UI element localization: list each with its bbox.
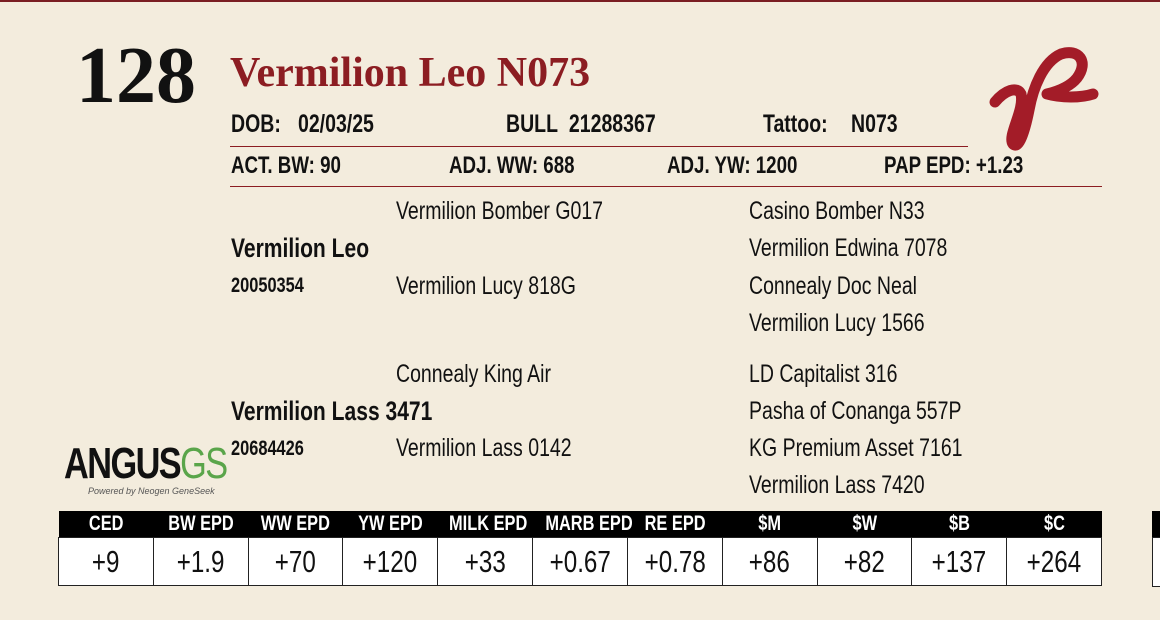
epd-value-cell: +86 bbox=[721, 537, 818, 586]
sire-sire: Vermilion Bomber G017 bbox=[396, 197, 604, 225]
detail-value: +1.23 bbox=[975, 152, 1024, 179]
neighbor-edge bbox=[1152, 537, 1160, 587]
detail-label: ACT. BW: bbox=[231, 152, 315, 179]
epd-header: $C bbox=[1043, 512, 1065, 535]
epd-value: +9 bbox=[92, 543, 120, 579]
dam-name: Vermilion Lass 3471 bbox=[231, 396, 433, 426]
epd-header-cell: RE EPD bbox=[627, 511, 723, 538]
epd-header-cell: $B bbox=[911, 511, 1007, 538]
sire-reg: 20050354 bbox=[231, 274, 304, 297]
logo: ANGUSGS bbox=[64, 439, 228, 488]
epd-header: $W bbox=[852, 512, 877, 535]
neighbor-edge bbox=[1152, 511, 1160, 537]
epd-value-cell: +33 bbox=[437, 537, 534, 586]
epd-value: +264 bbox=[1026, 543, 1082, 579]
epd-header: CED bbox=[88, 512, 124, 535]
detail-label: DOB: bbox=[231, 110, 281, 138]
sire-dam: Vermilion Lucy 818G bbox=[396, 272, 576, 300]
grandparent: Vermilion Lass 7420 bbox=[749, 471, 925, 499]
detail-value: 90 bbox=[320, 152, 341, 179]
epd-value-cell: +0.78 bbox=[626, 537, 723, 586]
grandparent: Vermilion Edwina 7078 bbox=[749, 234, 948, 262]
epd-header-cell: $W bbox=[817, 511, 912, 538]
epd-header: YW EPD bbox=[358, 512, 423, 535]
detail-label: PAP EPD: bbox=[884, 152, 971, 179]
epd-header-cell: $C bbox=[1006, 511, 1102, 538]
epd-value-cell: +120 bbox=[342, 537, 439, 586]
epd-value: +33 bbox=[464, 543, 506, 579]
dam-sire: Connealy King Air bbox=[396, 360, 552, 388]
epd-header-cell: MARB EPD bbox=[532, 511, 632, 538]
brand-logo bbox=[989, 47, 1099, 151]
epd-value: +137 bbox=[931, 543, 987, 579]
epd-header-cell: YW EPD bbox=[342, 511, 438, 538]
detail-label: ADJ. YW: bbox=[667, 152, 751, 179]
detail-label: BULL bbox=[506, 110, 558, 138]
detail: ADJ. YW: 1200 bbox=[667, 154, 797, 178]
epd-header: MARB EPD bbox=[544, 512, 633, 535]
detail-value: 1200 bbox=[755, 152, 798, 179]
detail: ADJ. WW: 688 bbox=[449, 154, 575, 178]
detail-label: Tattoo: bbox=[763, 110, 828, 138]
animal-name: Vermilion Leo N073 bbox=[230, 50, 591, 96]
top-rule bbox=[0, 0, 1160, 2]
epd-value: +120 bbox=[363, 543, 418, 579]
detail: BULL 21288367 bbox=[506, 112, 656, 137]
rule bbox=[230, 146, 968, 147]
epd-value-cell: +9 bbox=[58, 537, 154, 586]
epd-value-cell: +70 bbox=[247, 537, 344, 586]
epd-header: $B bbox=[948, 512, 970, 535]
grandparent: LD Capitalist 316 bbox=[749, 360, 898, 388]
logo-main: ANGUS bbox=[64, 439, 182, 488]
detail-value: 21288367 bbox=[568, 110, 656, 138]
detail: Tattoo: N073 bbox=[763, 112, 898, 137]
detail-value: 688 bbox=[543, 152, 575, 179]
epd-value: +0.67 bbox=[549, 543, 611, 579]
epd-value-cell: +137 bbox=[911, 537, 1008, 586]
epd-header: BW EPD bbox=[167, 512, 234, 535]
epd-value-cell: +82 bbox=[816, 537, 913, 586]
detail-value: 02/03/25 bbox=[297, 110, 374, 138]
epd-value: +1.9 bbox=[176, 543, 225, 579]
epd-header-cell: BW EPD bbox=[153, 511, 249, 538]
epd-value: +0.78 bbox=[644, 543, 706, 579]
grandparent: Pasha of Conanga 557P bbox=[749, 397, 962, 425]
epd-value-cell: +0.67 bbox=[532, 537, 628, 586]
detail-label: ADJ. WW: bbox=[449, 152, 539, 179]
epd-header-cell: MILK EPD bbox=[437, 511, 533, 538]
epd-value-cell: +264 bbox=[1006, 537, 1102, 586]
epd-header: WW EPD bbox=[260, 512, 331, 535]
epd-table: CED BW EPD WW EPD YW EPD MILK EPD MARB EPD RE … bbox=[58, 511, 1102, 586]
epd-header: MILK EPD bbox=[448, 512, 528, 535]
dam-dam: Vermilion Lass 0142 bbox=[396, 434, 572, 462]
grandparent: Vermilion Lucy 1566 bbox=[749, 309, 925, 337]
epd-header-cell: CED bbox=[58, 511, 154, 538]
detail: PAP EPD: +1.23 bbox=[884, 154, 1023, 178]
grandparent: Connealy Doc Neal bbox=[749, 272, 918, 300]
detail: ACT. BW: 90 bbox=[231, 154, 341, 178]
epd-value-cell: +1.9 bbox=[152, 537, 249, 586]
grandparent: KG Premium Asset 7161 bbox=[749, 434, 963, 462]
detail-value: N073 bbox=[851, 110, 898, 138]
detail: DOB: 02/03/25 bbox=[231, 112, 374, 137]
epd-header: $M bbox=[758, 512, 781, 535]
epd-value: +82 bbox=[843, 543, 885, 579]
epd-value: +70 bbox=[275, 543, 317, 579]
sire-name: Vermilion Leo bbox=[231, 233, 370, 263]
epd-header-cell: $M bbox=[722, 511, 817, 538]
grandparent: Casino Bomber N33 bbox=[749, 197, 925, 225]
epd-value: +86 bbox=[749, 543, 791, 579]
logo-tagline: Powered by Neogen GeneSeek bbox=[88, 486, 215, 496]
dam-reg: 20684426 bbox=[231, 437, 304, 460]
epd-header: RE EPD bbox=[644, 512, 706, 535]
epd-header-cell: WW EPD bbox=[248, 511, 343, 538]
lot-number: 128 bbox=[76, 32, 196, 120]
logo-accent: GS bbox=[180, 439, 228, 488]
rule bbox=[230, 186, 1102, 187]
